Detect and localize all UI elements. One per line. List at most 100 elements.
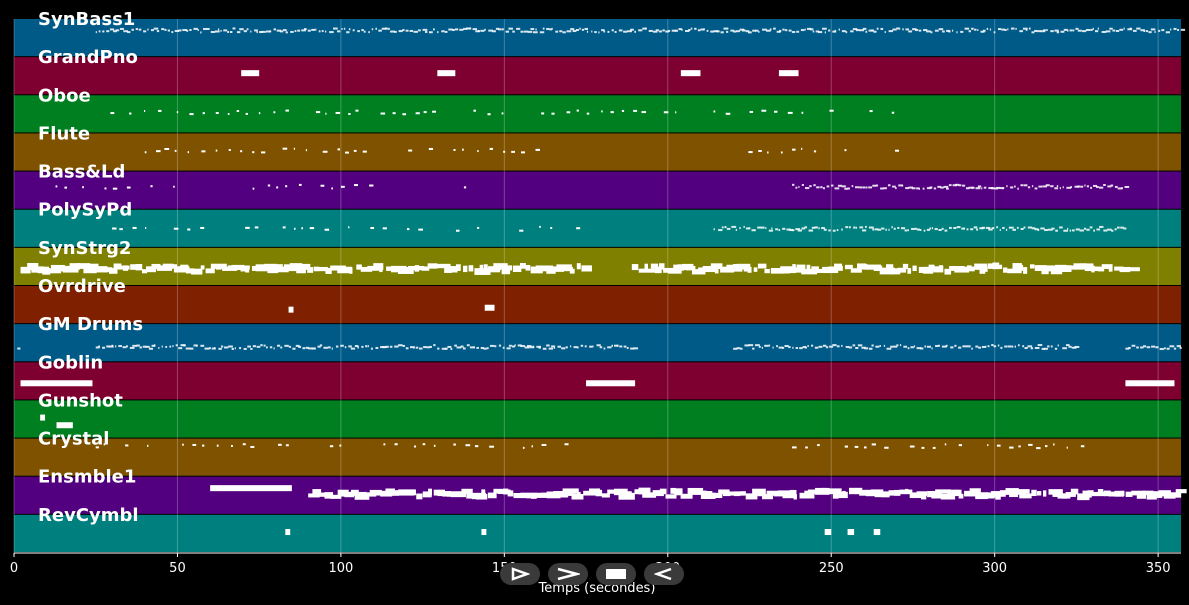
- note: [652, 30, 658, 33]
- note: [807, 489, 819, 494]
- note-cluster: [463, 186, 467, 189]
- note: [1046, 29, 1048, 32]
- note: [848, 346, 853, 349]
- note: [655, 29, 659, 32]
- note: [1074, 185, 1080, 188]
- note: [503, 150, 506, 153]
- note: [845, 31, 848, 34]
- note: [221, 345, 224, 348]
- note: [1010, 186, 1014, 189]
- note: [706, 29, 709, 32]
- note: [144, 109, 146, 112]
- note: [104, 267, 108, 272]
- note-cluster: [1125, 344, 1182, 351]
- note: [472, 28, 478, 31]
- note: [859, 186, 863, 189]
- note: [491, 30, 496, 33]
- note: [681, 28, 683, 31]
- note: [966, 228, 969, 231]
- note: [344, 346, 347, 349]
- note: [973, 226, 978, 229]
- note: [387, 27, 390, 30]
- note-cluster: [308, 487, 1187, 501]
- note: [916, 491, 928, 496]
- note: [978, 346, 982, 349]
- note: [883, 187, 887, 190]
- note: [674, 488, 683, 496]
- note: [832, 229, 836, 232]
- note: [896, 27, 900, 30]
- note: [348, 28, 351, 31]
- note: [428, 147, 434, 150]
- note: [143, 30, 147, 33]
- note-block: [241, 70, 260, 77]
- note: [234, 347, 236, 350]
- note: [267, 184, 271, 187]
- note: [999, 187, 1005, 190]
- note: [1067, 227, 1069, 230]
- note-block: [778, 70, 799, 77]
- note: [542, 347, 547, 350]
- note: [319, 266, 328, 272]
- note: [1009, 446, 1014, 449]
- note: [581, 265, 592, 272]
- note: [926, 187, 932, 190]
- play-button[interactable]: [500, 563, 540, 585]
- next-button[interactable]: [548, 563, 588, 585]
- note: [771, 227, 773, 230]
- note: [806, 264, 811, 270]
- note: [473, 109, 476, 112]
- note: [871, 29, 874, 32]
- note: [967, 265, 972, 271]
- note: [1069, 29, 1073, 32]
- note: [872, 184, 877, 187]
- note: [413, 346, 415, 349]
- note: [186, 29, 189, 32]
- note: [706, 266, 718, 273]
- note: [1143, 345, 1147, 348]
- note: [904, 229, 908, 232]
- note: [550, 226, 553, 229]
- note: [285, 109, 289, 112]
- note: [112, 227, 117, 230]
- note: [513, 492, 527, 499]
- note: [245, 226, 250, 229]
- note: [1153, 491, 1163, 498]
- note: [267, 267, 279, 274]
- rewind-button[interactable]: [644, 563, 684, 585]
- note: [218, 347, 222, 350]
- note: [236, 110, 240, 113]
- track-label-2: Oboe: [38, 85, 91, 106]
- note: [1071, 346, 1077, 349]
- note: [901, 227, 906, 230]
- note: [106, 345, 111, 348]
- note: [549, 28, 553, 31]
- note: [859, 29, 865, 32]
- note: [712, 492, 723, 499]
- note: [339, 444, 342, 447]
- note: [164, 28, 167, 31]
- note: [731, 225, 737, 228]
- note: [64, 186, 68, 189]
- note: [1121, 490, 1125, 497]
- note: [294, 227, 296, 230]
- note: [488, 29, 494, 32]
- note: [109, 345, 114, 348]
- note: [1148, 31, 1152, 34]
- note: [1128, 346, 1131, 349]
- note: [373, 263, 384, 270]
- note: [17, 347, 21, 350]
- note: [185, 347, 191, 350]
- stop-button[interactable]: [596, 563, 636, 585]
- note: [1062, 186, 1064, 189]
- note: [895, 149, 900, 152]
- note: [193, 27, 198, 30]
- note: [971, 347, 973, 350]
- note: [361, 345, 364, 348]
- note: [261, 30, 266, 33]
- note: [295, 344, 300, 347]
- note: [857, 263, 867, 270]
- note: [828, 266, 837, 271]
- note: [993, 31, 996, 34]
- note: [962, 345, 968, 348]
